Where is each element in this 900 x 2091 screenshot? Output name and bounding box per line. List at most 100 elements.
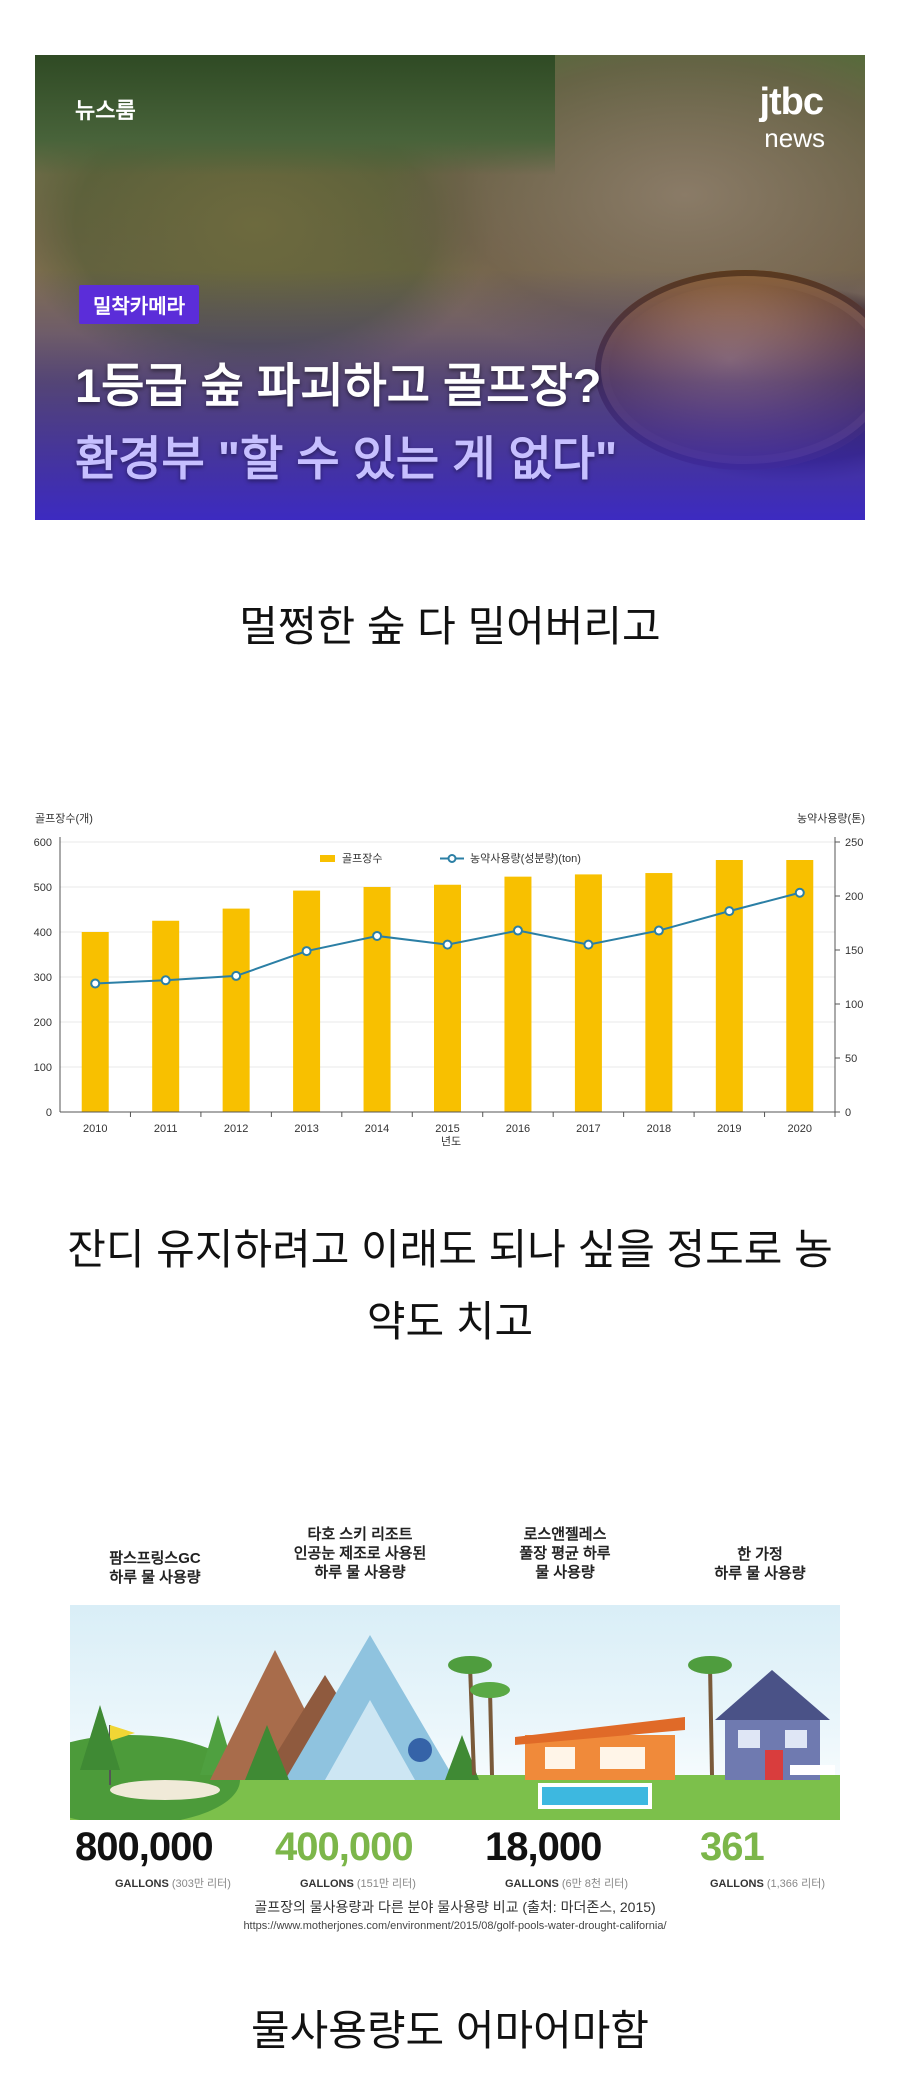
palm-trunk-icon xyxy=(708,1664,714,1776)
segment-badge: 밀착카메라 xyxy=(79,285,199,324)
water-unit-pool: GALLONS (6만 8천 리터) xyxy=(505,1878,628,1890)
pesticide-point xyxy=(653,925,664,936)
palm-leaves-icon xyxy=(688,1656,732,1674)
x-tick-label: 2017 xyxy=(576,1123,600,1135)
y-tick-left-label: 400 xyxy=(34,927,52,939)
water-source-url: https://www.motherjones.com/environment/… xyxy=(243,1920,667,1932)
house-window-icon xyxy=(738,1730,760,1748)
legend-line-marker xyxy=(447,854,457,863)
pine-tree-icon xyxy=(80,1705,120,1770)
pesticide-point xyxy=(90,978,101,989)
x-tick-label: 2019 xyxy=(717,1123,741,1135)
bar-golf-courses xyxy=(504,876,532,1112)
pool-house-window-icon xyxy=(545,1747,575,1769)
forest-background xyxy=(35,55,555,175)
palm-trunk-icon xyxy=(488,1689,494,1776)
water-value-pool: 18,000 xyxy=(485,1825,602,1869)
water-scene-illustration xyxy=(70,1605,840,1820)
x-tick-label: 2012 xyxy=(224,1123,248,1135)
caption-pesticide-line1: 잔디 유지하려고 이래도 되나 싶을 정도로 농 xyxy=(67,1226,833,1273)
bar-golf-courses xyxy=(222,908,250,1112)
news-logo: news xyxy=(764,123,825,153)
legend-bar-swatch xyxy=(320,855,335,862)
y-tick-right-label: 50 xyxy=(845,1053,857,1065)
water-label-home: 한 가정 하루 물 사용량 xyxy=(714,1546,806,1582)
swimming-pool-icon xyxy=(538,1783,652,1809)
jtbc-logo: jtbc xyxy=(759,81,824,123)
pesticide-point xyxy=(231,970,242,981)
bar-golf-courses xyxy=(574,874,602,1112)
sand-bunker-icon xyxy=(110,1780,220,1800)
x-tick-label: 2020 xyxy=(788,1123,812,1135)
legend-line-label: 농약사용량(성분량)(ton) xyxy=(470,851,581,865)
y-tick-left-label: 200 xyxy=(34,1017,52,1029)
house-window-icon xyxy=(785,1730,807,1748)
caption-forest: 멀쩡한 숲 다 밀어버리고 xyxy=(239,603,661,650)
x-tick-label: 2010 xyxy=(83,1123,107,1135)
golf-pesticide-chart: 0 100 200 300 400 500 600 0 50 100 150 200 250 2010 20… xyxy=(20,800,880,1160)
x-tick-label: 2015 xyxy=(435,1123,459,1135)
x-tick-label: 2018 xyxy=(647,1123,671,1135)
pesticide-point xyxy=(724,906,735,917)
x-tick-label: 2014 xyxy=(365,1123,389,1135)
y-tick-right-label: 200 xyxy=(845,891,863,903)
water-label-pool: 로스앤젤레스 풀장 평균 하루 물 사용량 xyxy=(519,1526,611,1581)
x-tick-label: 2011 xyxy=(154,1123,178,1135)
headline-primary: 1등급 숲 파괴하고 골프장? xyxy=(75,359,602,412)
y-tick-right-label: 0 xyxy=(845,1107,851,1119)
water-label-ski: 타호 스키 리조트 인공눈 제조로 사용된 하루 물 사용량 xyxy=(293,1526,427,1581)
legend-bar-label: 골프장수 xyxy=(342,852,382,865)
headline-secondary: 환경부 "할 수 있는 게 없다" xyxy=(75,432,618,485)
water-value-home: 361 xyxy=(700,1825,765,1869)
caption-pesticide-line2: 약도 치고 xyxy=(366,1298,534,1345)
newsroom-label: 뉴스룸 xyxy=(75,98,136,123)
pesticide-point xyxy=(442,939,453,950)
bar-golf-courses xyxy=(293,890,321,1112)
y-tick-left-label: 0 xyxy=(46,1107,52,1119)
y-tick-left-label: 300 xyxy=(34,972,52,984)
pine-tree-icon xyxy=(445,1735,479,1780)
water-unit-golf: GALLONS (303만 리터) xyxy=(115,1878,231,1890)
pesticide-point xyxy=(583,939,594,950)
pool-house-roof-icon xyxy=(515,1717,685,1745)
news-thumbnail: 뉴스룸 jtbc news 밀착카메라 1등급 숲 파괴하고 골프장? 환경부 … xyxy=(35,55,865,520)
water-unit-home: GALLONS (1,366 리터) xyxy=(710,1878,825,1890)
y-tick-left-label: 500 xyxy=(34,882,52,894)
snow-cannon-icon xyxy=(408,1738,432,1762)
pesticide-point xyxy=(372,930,383,941)
water-label-golf: 팜스프링스GC 하루 물 사용량 xyxy=(109,1550,201,1586)
x-tick-label: 2013 xyxy=(294,1123,318,1135)
house-fence-icon xyxy=(790,1765,835,1775)
water-scene-svg xyxy=(70,1635,840,1820)
bar-golf-courses xyxy=(152,920,180,1112)
chart-canvas: 0 100 200 300 400 500 600 0 50 100 150 200 250 2010 20… xyxy=(34,811,865,1148)
water-value-golf: 800,000 xyxy=(75,1825,214,1869)
x-axis-label: 년도 xyxy=(441,1135,461,1148)
bar-golf-courses xyxy=(715,860,743,1112)
y-tick-left-label: 100 xyxy=(34,1062,52,1074)
y-axis-right-label: 농약사용량(톤) xyxy=(797,811,865,825)
y-tick-left-label: 600 xyxy=(34,837,52,849)
bar-golf-courses xyxy=(645,873,673,1112)
palm-leaves-icon xyxy=(448,1656,492,1674)
house-door-icon xyxy=(765,1750,783,1780)
golf-flag-icon xyxy=(110,1725,135,1741)
y-tick-right-label: 250 xyxy=(845,837,863,849)
bar-golf-courses xyxy=(81,932,109,1112)
palm-leaves-icon xyxy=(470,1682,510,1698)
pesticide-point xyxy=(160,975,171,986)
y-axis-left-label: 골프장수(개) xyxy=(35,812,93,825)
y-tick-right-label: 100 xyxy=(845,999,863,1011)
pine-tree-icon xyxy=(245,1725,289,1780)
bar-golf-courses xyxy=(434,884,461,1112)
water-usage-infographic: 팜스프링스GC 하루 물 사용량 타호 스키 리조트 인공눈 제조로 사용된 하… xyxy=(60,1525,850,1945)
caption-water: 물사용량도 어마어마함 xyxy=(250,2007,650,2054)
palm-trunk-icon xyxy=(468,1664,476,1776)
pesticide-point xyxy=(301,946,312,957)
water-value-ski: 400,000 xyxy=(275,1825,414,1869)
pesticide-point xyxy=(794,887,805,898)
water-source-note: 골프장의 물사용량과 다른 분야 물사용량 비교 (출처: 마더존스, 2015… xyxy=(254,1899,656,1915)
snow-mountain-highlight xyxy=(325,1700,415,1780)
water-unit-ski: GALLONS (151만 리터) xyxy=(300,1878,416,1890)
bar-golf-courses xyxy=(363,887,391,1112)
